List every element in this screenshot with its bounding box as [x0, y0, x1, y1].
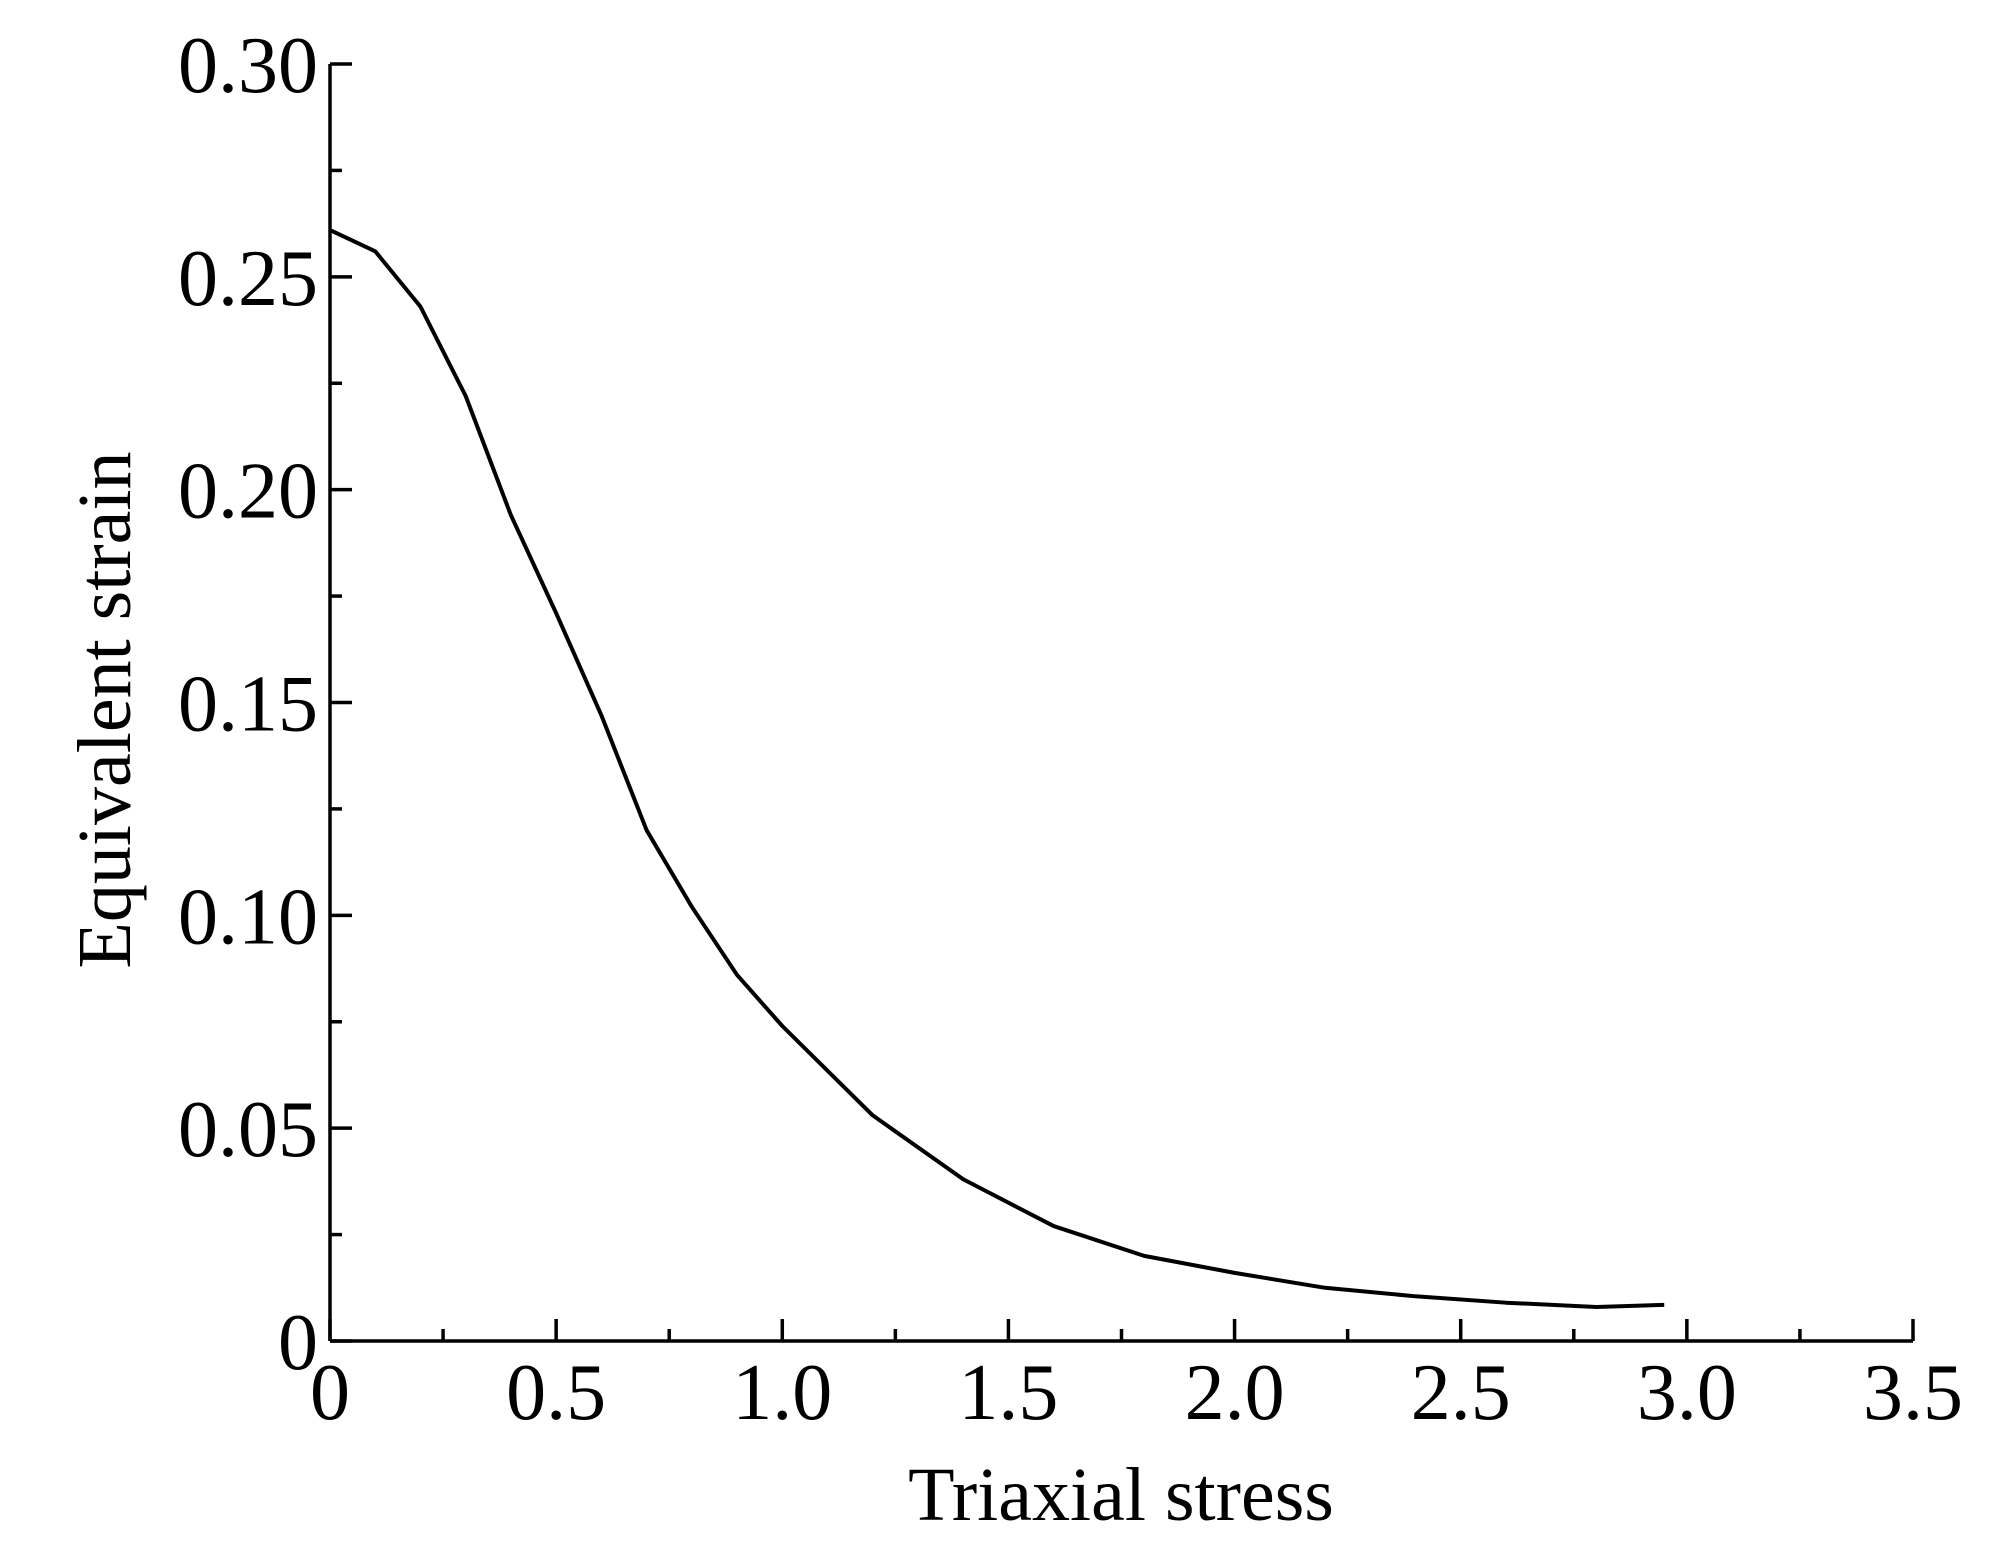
- x-tick-label: 0: [310, 1349, 350, 1437]
- x-tick-label: 1.0: [732, 1349, 832, 1437]
- y-tick-label: 0.25: [178, 235, 318, 323]
- x-axis-label: Triaxial stress: [908, 1453, 1334, 1537]
- y-tick-label: 0.05: [178, 1086, 318, 1174]
- y-tick-label: 0.20: [178, 448, 318, 536]
- x-tick-label: 3.5: [1863, 1349, 1963, 1437]
- x-tick-label: 3.0: [1637, 1349, 1737, 1437]
- x-tick-label: 0.5: [506, 1349, 606, 1437]
- data-line: [329, 228, 1665, 1309]
- y-tick-label: 0.30: [178, 22, 318, 110]
- x-tick-label: 2.0: [1185, 1349, 1285, 1437]
- y-axis-label: Equivalent strain: [63, 451, 147, 968]
- x-tick-label: 2.5: [1411, 1349, 1511, 1437]
- y-tick-label: 0.15: [178, 661, 318, 749]
- y-tick-label: 0: [278, 1299, 318, 1387]
- y-tick-label: 0.10: [178, 873, 318, 961]
- x-tick-label: 1.5: [958, 1349, 1058, 1437]
